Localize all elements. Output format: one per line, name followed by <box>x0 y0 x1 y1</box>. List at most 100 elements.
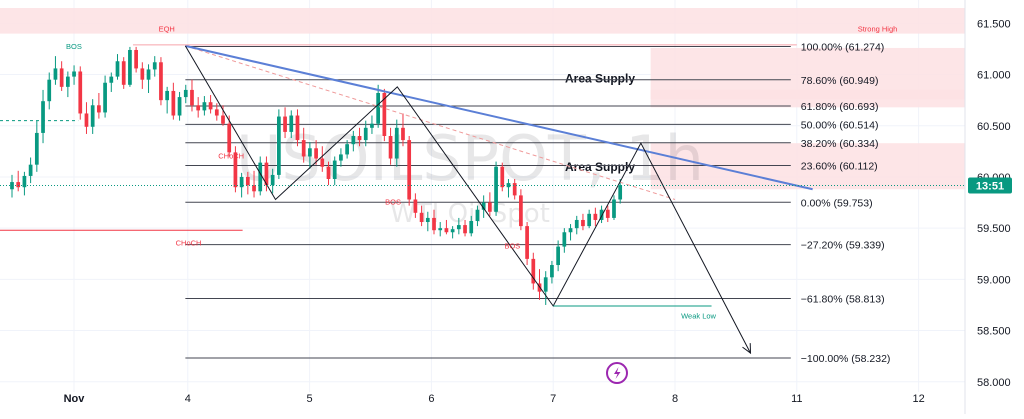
candle-body <box>202 102 207 111</box>
candle-body <box>16 182 21 188</box>
price-tick-label: 61.000 <box>977 70 1011 82</box>
candle-body <box>109 76 114 83</box>
time-tick-label: 4 <box>185 393 191 405</box>
candle-body <box>177 97 182 116</box>
candle-body <box>425 217 430 223</box>
candle-body <box>475 209 480 221</box>
fib-level-label: 50.00% (60.514) <box>801 119 879 131</box>
annotation-label: BOS <box>66 42 82 51</box>
candle-body <box>357 136 362 141</box>
annotation-label: BOS <box>385 198 401 207</box>
candle-body <box>568 228 573 233</box>
fib-level-label: 23.60% (60.112) <box>801 160 878 172</box>
price-tick-label: 58.000 <box>977 377 1011 389</box>
candle-body <box>221 115 225 124</box>
candle-body <box>593 213 598 220</box>
current-price-countdown: 13:51 <box>976 180 1004 192</box>
annotation-label: Weak Low <box>681 311 716 320</box>
time-tick-label: 6 <box>428 393 434 405</box>
candle-body <box>146 69 151 80</box>
drawings <box>0 44 813 355</box>
candle-body <box>512 183 517 196</box>
candle-body <box>53 68 58 80</box>
grid <box>0 0 965 392</box>
descending-trendline <box>185 44 813 191</box>
annotation-label: CHoCH <box>176 239 202 248</box>
price-tick-label: 61.500 <box>977 18 1011 30</box>
candle-body <box>47 79 52 102</box>
candle-body <box>140 68 145 80</box>
candle-body <box>196 105 201 111</box>
candle-body <box>463 225 467 234</box>
candle-body <box>519 195 523 227</box>
candle-body <box>438 228 443 231</box>
time-tick-label: 8 <box>672 393 678 405</box>
candle-body <box>65 76 70 87</box>
candle-body <box>276 116 281 175</box>
candle-body <box>587 213 592 227</box>
candle-body <box>444 228 449 233</box>
candle-body <box>78 71 83 114</box>
supply-zone <box>650 89 965 100</box>
candle-body <box>413 199 418 213</box>
candle-body <box>363 127 368 141</box>
candle-body <box>72 71 76 77</box>
candle-body <box>84 113 89 127</box>
time-tick-label: 7 <box>550 393 556 405</box>
candle-body <box>59 68 64 87</box>
candle-body <box>183 89 188 98</box>
fib-level-label: 38.20% (60.334) <box>801 138 879 150</box>
time-tick-label: 12 <box>912 393 924 405</box>
candle-body <box>214 109 219 116</box>
candle-body <box>574 219 579 229</box>
replay-icon[interactable] <box>606 362 628 384</box>
candle-body <box>531 258 536 284</box>
candle-body <box>152 62 157 70</box>
candle-body <box>351 136 356 145</box>
price-axis[interactable]: 61.50061.00060.50060.00059.50059.00058.5… <box>0 0 1012 414</box>
candle-body <box>345 144 349 155</box>
candle-body <box>382 92 387 136</box>
time-tick-label: 5 <box>307 393 313 405</box>
candle-body <box>506 183 511 188</box>
candle-body <box>283 116 287 132</box>
candle-body <box>450 229 455 233</box>
candle-body <box>22 175 27 188</box>
candle-body <box>370 123 374 128</box>
candle-body <box>494 166 498 212</box>
candle-body <box>128 49 132 85</box>
candle-body <box>394 127 399 159</box>
candle-body <box>245 176 250 186</box>
candle-body <box>320 158 325 167</box>
candle-body <box>581 219 585 227</box>
candle-body <box>550 265 554 278</box>
candle-body <box>34 132 39 165</box>
candle-body <box>41 101 45 133</box>
arrow-head-icon <box>742 343 752 355</box>
candle-body <box>481 202 486 210</box>
candle-body <box>190 89 194 106</box>
candle-body <box>97 105 101 113</box>
candle-body <box>159 62 163 101</box>
candle-body <box>376 92 381 124</box>
current-price-badge <box>968 177 1012 194</box>
candle-body <box>407 140 412 200</box>
candle-body <box>28 164 33 176</box>
time-axis[interactable]: Nov 4 5 6 7 8 11 12 <box>64 393 925 405</box>
candle-body <box>239 176 244 188</box>
time-tick-label: 11 <box>791 393 802 405</box>
candle-body <box>270 174 275 186</box>
candle-body <box>258 162 263 192</box>
price-tick-label: 60.500 <box>977 121 1011 133</box>
candle-body <box>171 90 176 116</box>
candle-body <box>419 212 424 223</box>
fib-level-label: −27.20% (59.339) <box>801 240 885 252</box>
candle-body <box>432 217 436 231</box>
candle-body <box>543 277 548 292</box>
candle-body <box>500 166 505 188</box>
candle-body <box>252 185 256 192</box>
price-tick-label: 59.500 <box>977 223 1011 235</box>
candle-body <box>562 232 567 247</box>
